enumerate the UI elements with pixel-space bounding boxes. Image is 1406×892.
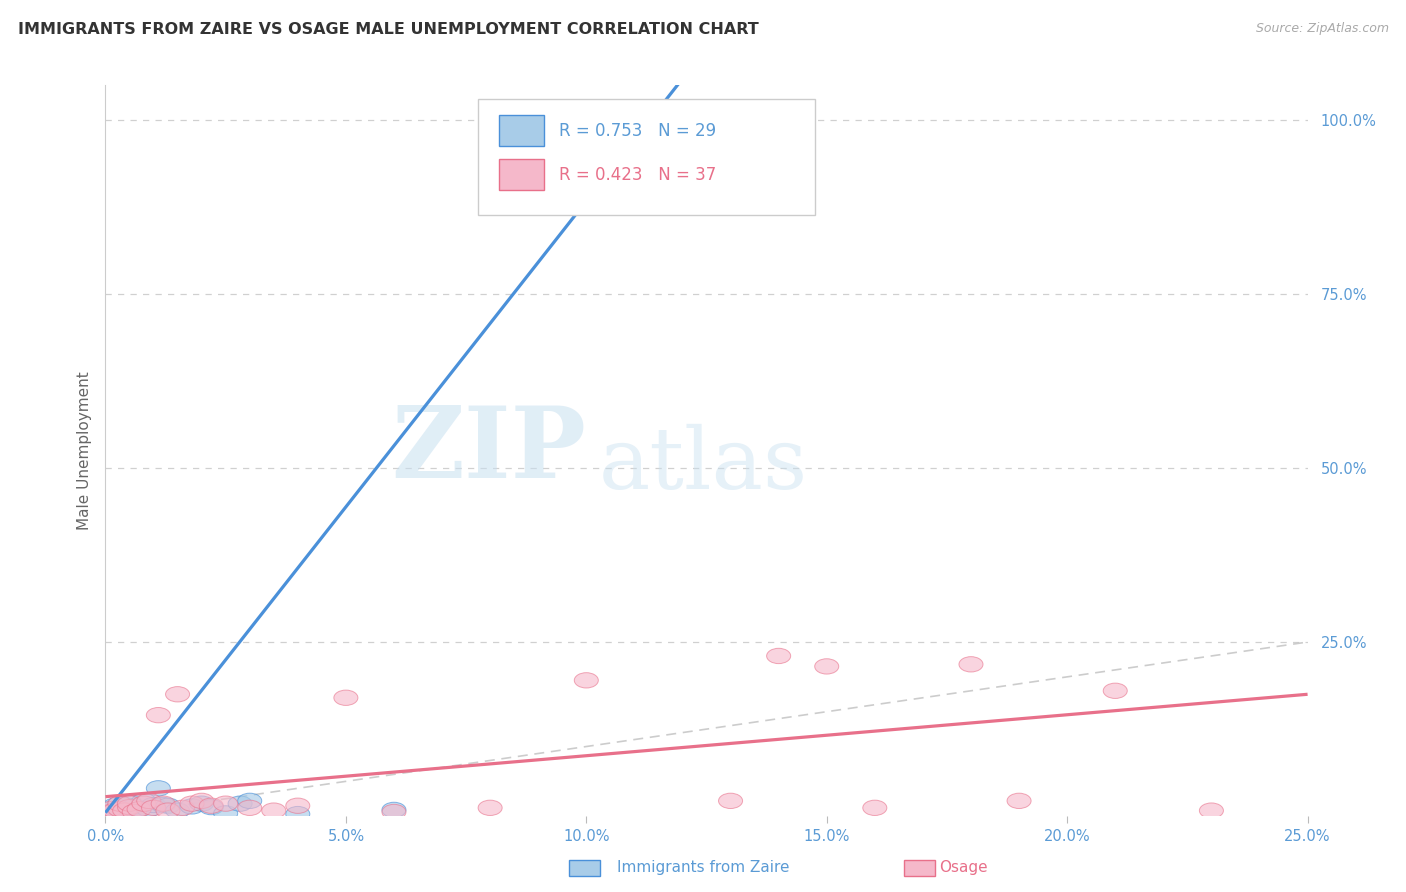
Ellipse shape [766,648,790,664]
Ellipse shape [238,800,262,815]
Ellipse shape [112,803,136,818]
Ellipse shape [136,793,160,808]
Ellipse shape [142,797,166,813]
Ellipse shape [170,800,194,815]
Ellipse shape [146,707,170,723]
Ellipse shape [156,803,180,818]
Ellipse shape [238,793,262,808]
FancyBboxPatch shape [478,99,814,215]
Ellipse shape [122,805,146,820]
Ellipse shape [166,687,190,702]
Ellipse shape [112,803,136,818]
Ellipse shape [118,795,142,810]
Ellipse shape [228,796,252,812]
Text: IMMIGRANTS FROM ZAIRE VS OSAGE MALE UNEMPLOYMENT CORRELATION CHART: IMMIGRANTS FROM ZAIRE VS OSAGE MALE UNEM… [18,22,759,37]
Ellipse shape [959,657,983,672]
Text: R = 0.753   N = 29: R = 0.753 N = 29 [558,122,716,140]
FancyBboxPatch shape [499,160,544,190]
Text: Immigrants from Zaire: Immigrants from Zaire [617,860,789,874]
FancyBboxPatch shape [499,115,544,146]
Ellipse shape [200,798,224,814]
Ellipse shape [478,800,502,815]
Text: R = 0.423   N = 37: R = 0.423 N = 37 [558,166,716,184]
Ellipse shape [863,800,887,815]
Ellipse shape [118,796,142,812]
Ellipse shape [814,659,839,674]
Ellipse shape [108,796,132,812]
Ellipse shape [214,796,238,812]
Ellipse shape [98,802,122,817]
Ellipse shape [190,793,214,808]
Ellipse shape [180,796,204,812]
Ellipse shape [132,796,156,812]
Ellipse shape [108,805,132,820]
Text: Osage: Osage [939,860,987,874]
Ellipse shape [214,805,238,821]
Ellipse shape [285,806,309,822]
Ellipse shape [127,802,150,817]
Ellipse shape [108,802,132,817]
Text: ZIP: ZIP [391,402,586,499]
Ellipse shape [112,797,136,813]
Ellipse shape [180,798,204,814]
Ellipse shape [146,780,170,796]
Ellipse shape [98,802,122,817]
Ellipse shape [150,796,176,812]
Ellipse shape [166,803,190,818]
Ellipse shape [150,797,176,813]
Ellipse shape [127,802,150,817]
Ellipse shape [1007,793,1031,808]
Ellipse shape [118,802,142,817]
Ellipse shape [1199,803,1223,818]
Text: atlas: atlas [599,424,807,507]
Ellipse shape [98,805,122,821]
Ellipse shape [103,803,127,818]
Ellipse shape [333,690,359,706]
Ellipse shape [122,798,146,814]
Ellipse shape [382,805,406,820]
Ellipse shape [382,802,406,818]
Ellipse shape [200,799,224,814]
Ellipse shape [1104,683,1128,698]
Ellipse shape [262,803,285,818]
Ellipse shape [142,800,166,815]
Ellipse shape [118,799,142,814]
Ellipse shape [136,802,160,817]
Ellipse shape [132,793,156,808]
Ellipse shape [103,803,127,818]
Ellipse shape [190,796,214,812]
Ellipse shape [108,802,132,817]
Ellipse shape [98,805,122,820]
Ellipse shape [122,805,146,820]
Ellipse shape [108,796,132,812]
Text: Source: ZipAtlas.com: Source: ZipAtlas.com [1256,22,1389,36]
Ellipse shape [718,793,742,808]
Ellipse shape [156,798,180,814]
Ellipse shape [103,798,127,814]
Y-axis label: Male Unemployment: Male Unemployment [76,371,91,530]
Ellipse shape [574,673,599,688]
Ellipse shape [285,798,309,814]
